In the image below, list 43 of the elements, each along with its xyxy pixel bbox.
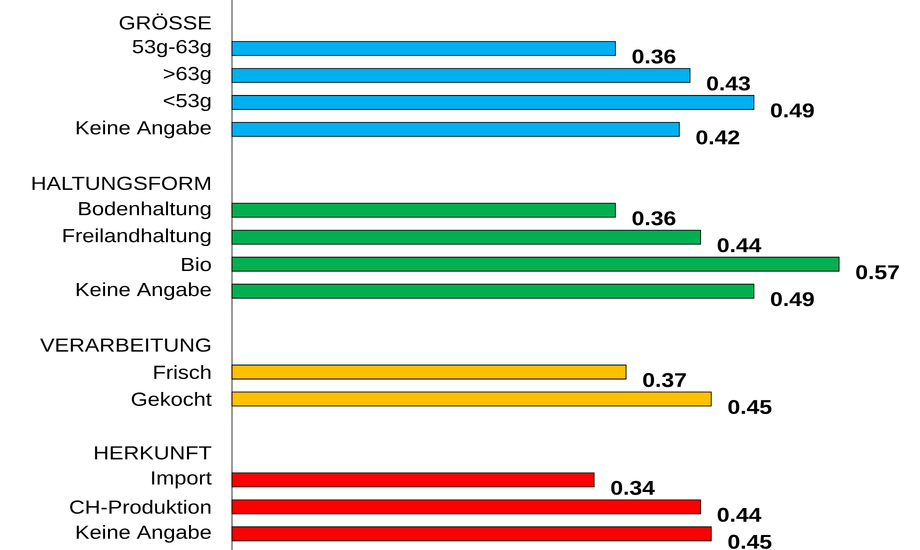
y-tick-label: <53g [164,94,210,112]
y-tick-label: Keine Angabe [76,120,211,138]
y-tick-label: Bodenhaltung [79,201,210,220]
data-label: 0.44 [718,238,762,252]
bar [232,122,680,137]
bar [232,364,626,380]
y-tick-label: GRÖSSE [120,14,211,30]
y-tick-label: Keine Angabe [76,524,211,543]
data-label: 0.43 [707,76,750,91]
y-tick-label: >63g [164,66,210,84]
bar [232,256,840,272]
data-label: 0.57 [856,265,899,280]
bar [232,284,754,299]
data-label: 0.36 [632,211,676,226]
y-tick-label: Keine Angabe [76,282,211,300]
y-tick-label: HERKUNFT [95,446,212,460]
y-tick-label: HALTUNGSFORM [32,176,210,190]
data-label: 0.45 [728,400,772,414]
data-label: 0.37 [643,372,686,388]
data-label: 0.36 [632,49,676,64]
y-tick-label: Gekocht [132,392,212,406]
bar [232,230,702,245]
data-label: 0.45 [728,534,772,549]
bar [232,41,616,56]
bar [232,95,754,110]
data-label: 0.44 [718,508,762,522]
data-label: 0.49 [770,292,814,306]
y-tick-label: 53g-63g [132,40,210,58]
data-label: 0.49 [770,103,814,118]
bar [232,68,690,83]
y-tick-label: Frisch [154,365,210,380]
bar [232,202,616,218]
y-tick-label: Import [152,471,212,488]
bar [232,472,595,488]
y-tick-label: Freilandhaltung [64,228,210,246]
y-tick-label: VERARBEITUNG [40,338,210,352]
bar [232,499,702,514]
bar [232,392,712,406]
data-label: 0.34 [611,480,655,495]
y-tick-label: Bio [182,257,211,272]
data-label: 0.42 [696,130,740,144]
y-tick-label: CH-Produktion [70,500,210,514]
bar [232,526,712,542]
